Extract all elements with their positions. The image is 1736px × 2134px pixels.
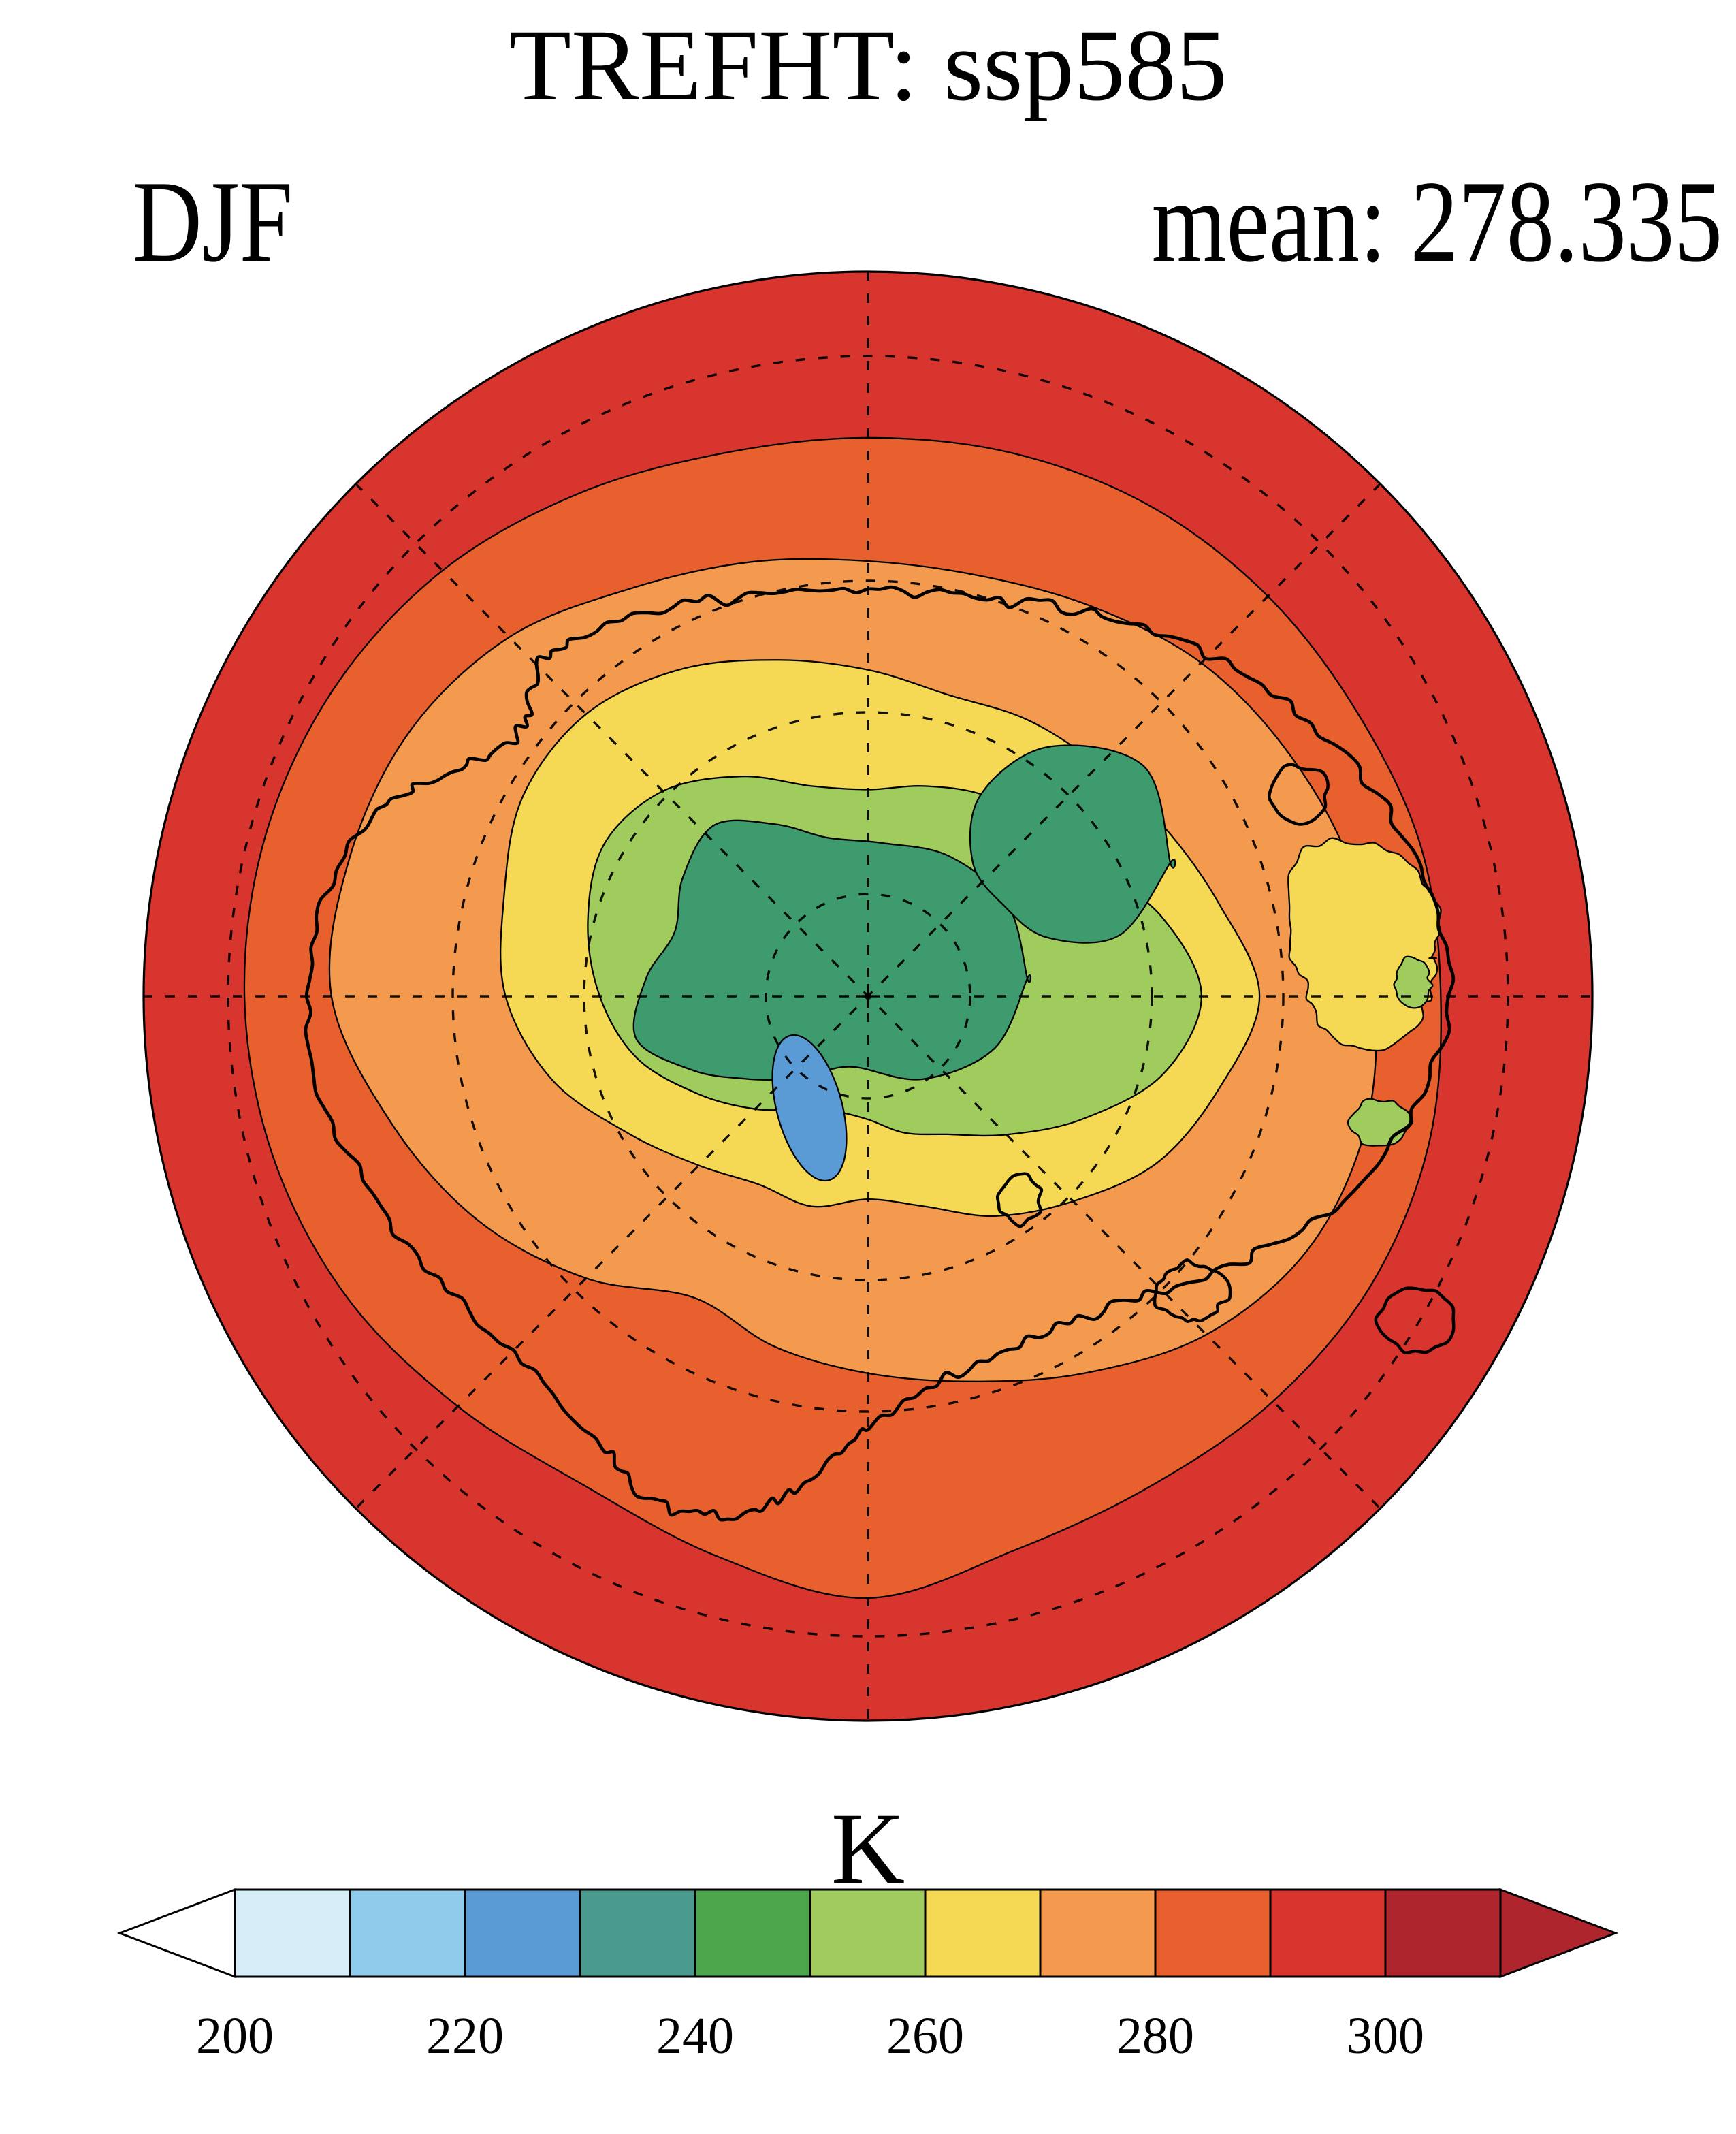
svg-text:300: 300	[1347, 2007, 1424, 2065]
svg-text:K: K	[831, 1792, 905, 1905]
svg-text:260: 260	[886, 2007, 964, 2065]
svg-text:240: 240	[656, 2007, 734, 2065]
svg-text:280: 280	[1116, 2007, 1194, 2065]
svg-text:220: 220	[426, 2007, 504, 2065]
svg-text:200: 200	[196, 2007, 274, 2065]
